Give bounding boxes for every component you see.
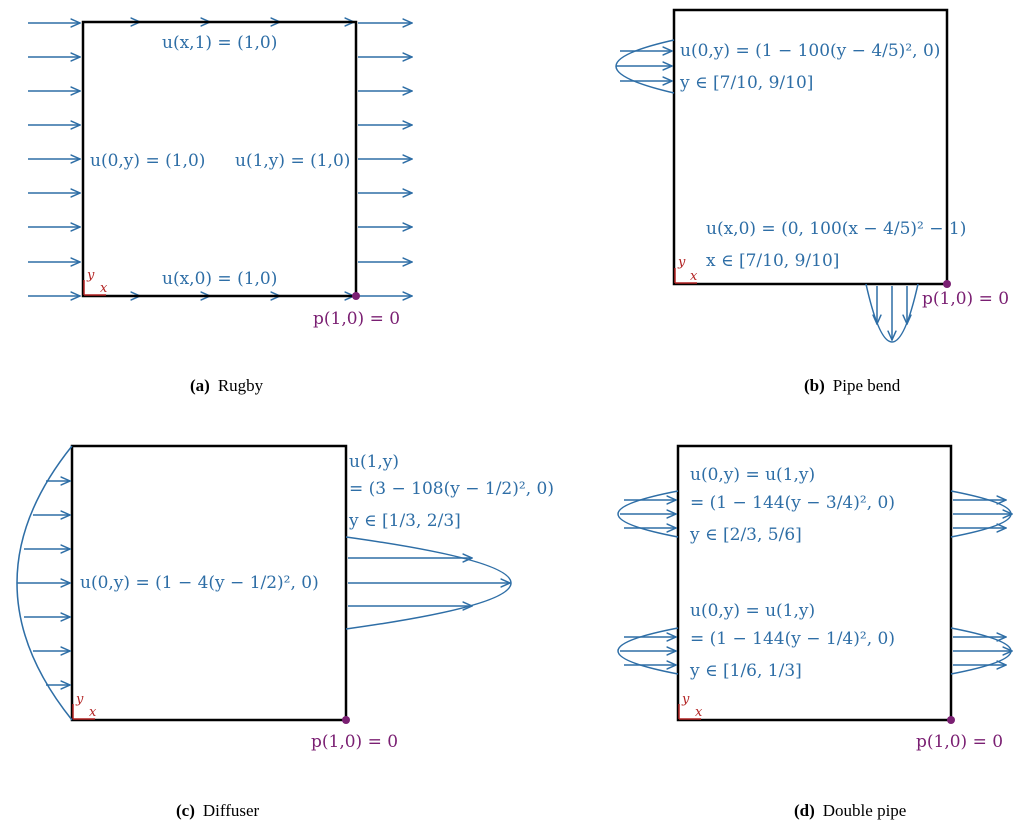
outlet-bc-line2: = (3 − 108(y − 1/2)², 0) [349,479,554,499]
inflow-arrows [28,23,80,296]
caption-name: Rugby [218,376,264,395]
bc-left: u(0,y) = (1,0) [90,151,205,171]
axis-y-label: y [677,255,686,270]
bc-top: u(x,1) = (1,0) [162,33,277,53]
outlet-profile [345,536,512,630]
upper-inlet-profile [617,490,679,538]
axis-y-label: y [86,268,95,283]
outlet-range: x ∈ [7/10, 9/10] [706,251,839,271]
domain-box [81,20,358,298]
caption-name: Diffuser [203,801,260,820]
caption-label: (c) [176,801,195,820]
pressure-point [947,716,955,724]
axes-icon [83,280,106,296]
axis-x-label: x [100,281,108,296]
caption-c: (c) Diffuser [176,801,260,820]
axes-icon [678,704,701,720]
axis-x-label: x [690,269,698,284]
caption-a: (a) Rugby [190,376,264,395]
panel-pipe-bend: y x u(0,y) = (1 − 100(y − 4/5)², 0) y ∈ … [615,8,1009,395]
inlet-range: y ∈ [7/10, 9/10] [679,73,813,93]
axes-icon [674,268,697,284]
panel-rugby: y x u(x,1) = (1,0) u(0,y) = (1,0) u(1,y)… [28,22,412,395]
inlet-profile [615,39,675,94]
pressure-label: p(1,0) = 0 [922,289,1009,309]
lower-outlet-profile [950,627,1012,675]
upper-bc-line2: = (1 − 144(y − 3/4)², 0) [690,493,895,513]
pressure-point [352,292,360,300]
axis-x-label: x [695,705,703,720]
lower-inlet-profile [617,627,679,675]
outflow-arrows [358,23,412,296]
panel-diffuser: y x u(0,y) = (1 − 4(y − 1/2)², 0) u(1,y)… [16,444,554,820]
axis-y-label: y [75,692,84,707]
caption-name: Double pipe [823,801,907,820]
bc-right: u(1,y) = (1,0) [235,151,350,171]
pressure-label: p(1,0) = 0 [313,309,400,329]
lower-bc-line1: u(0,y) = u(1,y) [690,601,815,621]
domain-box [672,8,949,286]
upper-bc-line1: u(0,y) = u(1,y) [690,465,815,485]
axis-y-label: y [681,692,690,707]
outlet-bc-line1: u(1,y) [349,452,399,472]
axis-x-label: x [89,705,97,720]
pressure-label: p(1,0) = 0 [311,732,398,752]
pressure-point [342,716,350,724]
caption-b: (b) Pipe bend [804,376,901,395]
bc-bottom: u(x,0) = (1,0) [162,269,277,289]
domain-box [70,444,348,722]
caption-name: Pipe bend [833,376,901,395]
panel-double-pipe: y x u(0,y) = u(1,y) = (1 − 144(y − 3/4)²… [617,444,1012,820]
upper-outlet-profile [950,490,1012,538]
caption-label: (a) [190,376,210,395]
lower-bc-line2: = (1 − 144(y − 1/4)², 0) [690,629,895,649]
inlet-bc: u(0,y) = (1 − 4(y − 1/2)², 0) [80,573,319,593]
domain-box [676,444,953,722]
caption-label: (d) [794,801,815,820]
pressure-point [943,280,951,288]
outlet-bc: u(x,0) = (0, 100(x − 4/5)² − 1) [706,219,966,239]
lower-range: y ∈ [1/6, 1/3] [689,661,802,681]
outlet-profile [865,283,919,343]
inlet-profile [16,445,73,721]
outlet-range: y ∈ [1/3, 2/3] [348,511,461,531]
caption-d: (d) Double pipe [794,801,906,820]
caption-label: (b) [804,376,825,395]
inlet-bc: u(0,y) = (1 − 100(y − 4/5)², 0) [680,41,940,61]
upper-range: y ∈ [2/3, 5/6] [689,525,802,545]
axes-icon [72,704,95,720]
pressure-label: p(1,0) = 0 [916,732,1003,752]
